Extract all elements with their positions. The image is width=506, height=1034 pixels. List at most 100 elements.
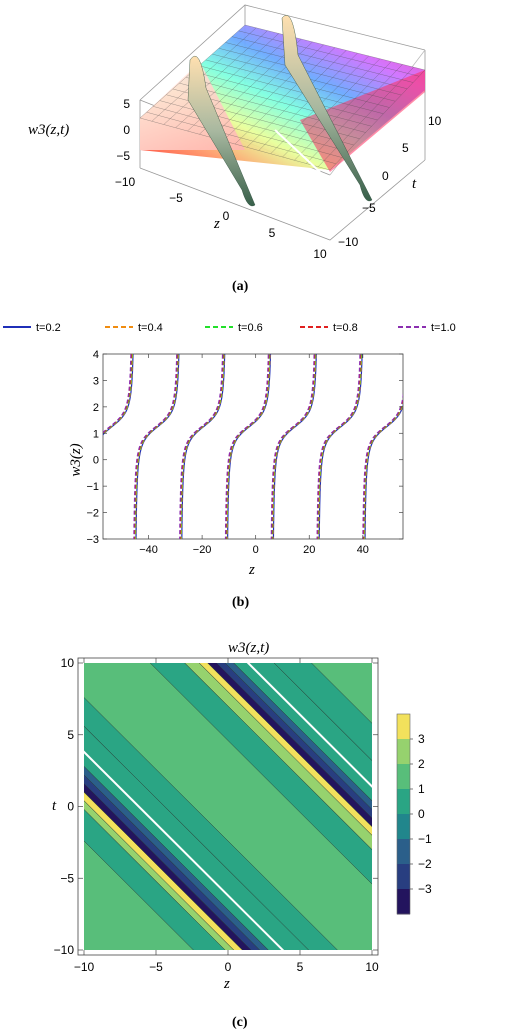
panel-label-a: (a) xyxy=(232,279,249,294)
line-xtick-1: −20 xyxy=(193,544,212,556)
colorbar-tick-1: 2 xyxy=(418,757,425,771)
curve-branch xyxy=(316,354,361,539)
svg-text:5: 5 xyxy=(123,97,130,111)
curve-branch xyxy=(362,396,403,539)
surface-x-ticks: −10 −5 0 5 10 xyxy=(115,175,327,261)
line-plot-panel: t=0.2 t=0.4 t=0.6 t=0.8 t=1.0 −40 −20 0 20 40432… xyxy=(3,322,456,610)
curve-branch xyxy=(270,354,315,539)
line-xtick-0: −40 xyxy=(139,544,158,556)
colorbar-swatch-7 xyxy=(397,889,410,915)
svg-text:−10: −10 xyxy=(338,235,359,249)
line-xtick-2: 0 xyxy=(253,544,259,556)
curve-branch xyxy=(318,354,363,539)
curve-branch xyxy=(180,354,225,539)
contour-singular-line-1 xyxy=(84,750,285,950)
panel-label-b: (b) xyxy=(232,595,249,610)
curve-branch xyxy=(318,354,363,539)
line-plot-xlabel: z xyxy=(248,562,255,578)
line-plot-ylabel: w3(z) xyxy=(68,443,84,476)
colorbar-swatch-1 xyxy=(397,739,410,765)
colorbar-swatch-2 xyxy=(397,764,410,790)
colorbar-swatch-0 xyxy=(397,714,410,740)
svg-text:10: 10 xyxy=(313,247,327,261)
curve-branch xyxy=(317,354,362,539)
line-ytick-6: −2 xyxy=(86,508,99,520)
svg-text:0: 0 xyxy=(382,169,389,183)
contour-xtick-2: 0 xyxy=(225,960,232,974)
line-xtick-4: 40 xyxy=(357,544,369,556)
curve-branch xyxy=(224,354,269,539)
surface-ylabel: t xyxy=(412,176,417,192)
line-ytick-1: 3 xyxy=(93,375,99,387)
line-xtick-3: 20 xyxy=(303,544,315,556)
surface-plot-panel: w3(z,t) 5 0 −5 −10 −5 0 5 10 z 10 5 0 −5… xyxy=(28,4,442,294)
svg-text:−10: −10 xyxy=(115,175,136,189)
contour-ytick-3: −5 xyxy=(60,871,74,885)
svg-text:−5: −5 xyxy=(116,149,130,163)
curve-branch xyxy=(103,354,132,434)
curve-branch xyxy=(272,354,317,539)
colorbar-tick-6: −3 xyxy=(418,882,432,896)
curve-branch xyxy=(179,354,224,539)
contour-xtick-1: −5 xyxy=(149,960,163,974)
svg-text:5: 5 xyxy=(402,141,409,155)
curve-branch xyxy=(134,354,179,539)
contour-title: w3(z,t) xyxy=(228,640,269,656)
contour-ytick-2: 0 xyxy=(67,800,74,814)
legend-label-4: t=1.0 xyxy=(431,322,456,334)
contour-xtick-3: 5 xyxy=(297,960,304,974)
panel-label-c: (c) xyxy=(232,1015,248,1030)
colorbar-tick-2: 1 xyxy=(418,782,425,796)
contour-band-3 xyxy=(207,663,372,827)
legend-label-2: t=0.6 xyxy=(238,322,263,334)
legend-label-0: t=0.2 xyxy=(36,322,61,334)
curve-branch xyxy=(271,354,316,539)
colorbar-tick-5: −2 xyxy=(418,857,432,871)
contour-ylabel: t xyxy=(52,798,57,814)
series-4 xyxy=(103,354,403,539)
line-ytick-4: 0 xyxy=(93,455,99,467)
curve-branch xyxy=(317,354,362,539)
svg-text:0: 0 xyxy=(223,209,230,223)
curve-branch xyxy=(362,392,403,539)
colorbar-swatch-5 xyxy=(397,839,410,865)
contour-ytick-1: 5 xyxy=(67,728,74,742)
line-plot-frame xyxy=(102,353,404,540)
curve-branch xyxy=(133,354,178,539)
colorbar-swatch-4 xyxy=(397,814,410,840)
contour-ytick-0: 10 xyxy=(61,656,75,670)
legend-label-3: t=0.8 xyxy=(333,322,358,334)
line-ytick-7: −3 xyxy=(86,534,99,546)
contour-band-1 xyxy=(184,663,372,850)
colorbar-swatch-3 xyxy=(397,789,410,815)
svg-text:5: 5 xyxy=(269,226,276,240)
line-ytick-2: 2 xyxy=(93,402,99,414)
surface-z-ticks: 5 0 −5 xyxy=(116,97,130,163)
surface-mesh xyxy=(139,24,426,172)
svg-text:−5: −5 xyxy=(362,201,376,215)
line-ytick-5: −1 xyxy=(86,481,99,493)
curve-branch xyxy=(135,354,180,539)
line-ytick-0: 4 xyxy=(93,349,99,361)
svg-text:10: 10 xyxy=(428,114,442,128)
surface-walls xyxy=(187,15,373,207)
line-series-group xyxy=(103,354,403,539)
contour-band-5 xyxy=(224,663,372,810)
svg-text:0: 0 xyxy=(123,123,130,137)
contour-band-6 xyxy=(233,663,372,802)
legend-label-1: t=0.4 xyxy=(138,322,163,334)
curve-branch xyxy=(181,354,226,539)
colorbar-tick-4: −1 xyxy=(418,832,432,846)
contour-band-7 xyxy=(273,663,372,761)
curve-branch xyxy=(363,401,403,539)
surface-y-ticks: 10 5 0 −5 −10 xyxy=(338,114,442,249)
curve-branch xyxy=(180,354,225,539)
contour-band-15 xyxy=(84,697,338,950)
surface-zlabel: w3(z,t) xyxy=(28,122,69,138)
colorbar-swatch-6 xyxy=(397,864,410,890)
contour-band-2 xyxy=(198,663,372,836)
curve-branch xyxy=(363,399,403,539)
contour-ticks: −10 −5 0 5 10 10 5 0 −5 −10 xyxy=(54,656,379,974)
curve-branch xyxy=(134,354,179,539)
